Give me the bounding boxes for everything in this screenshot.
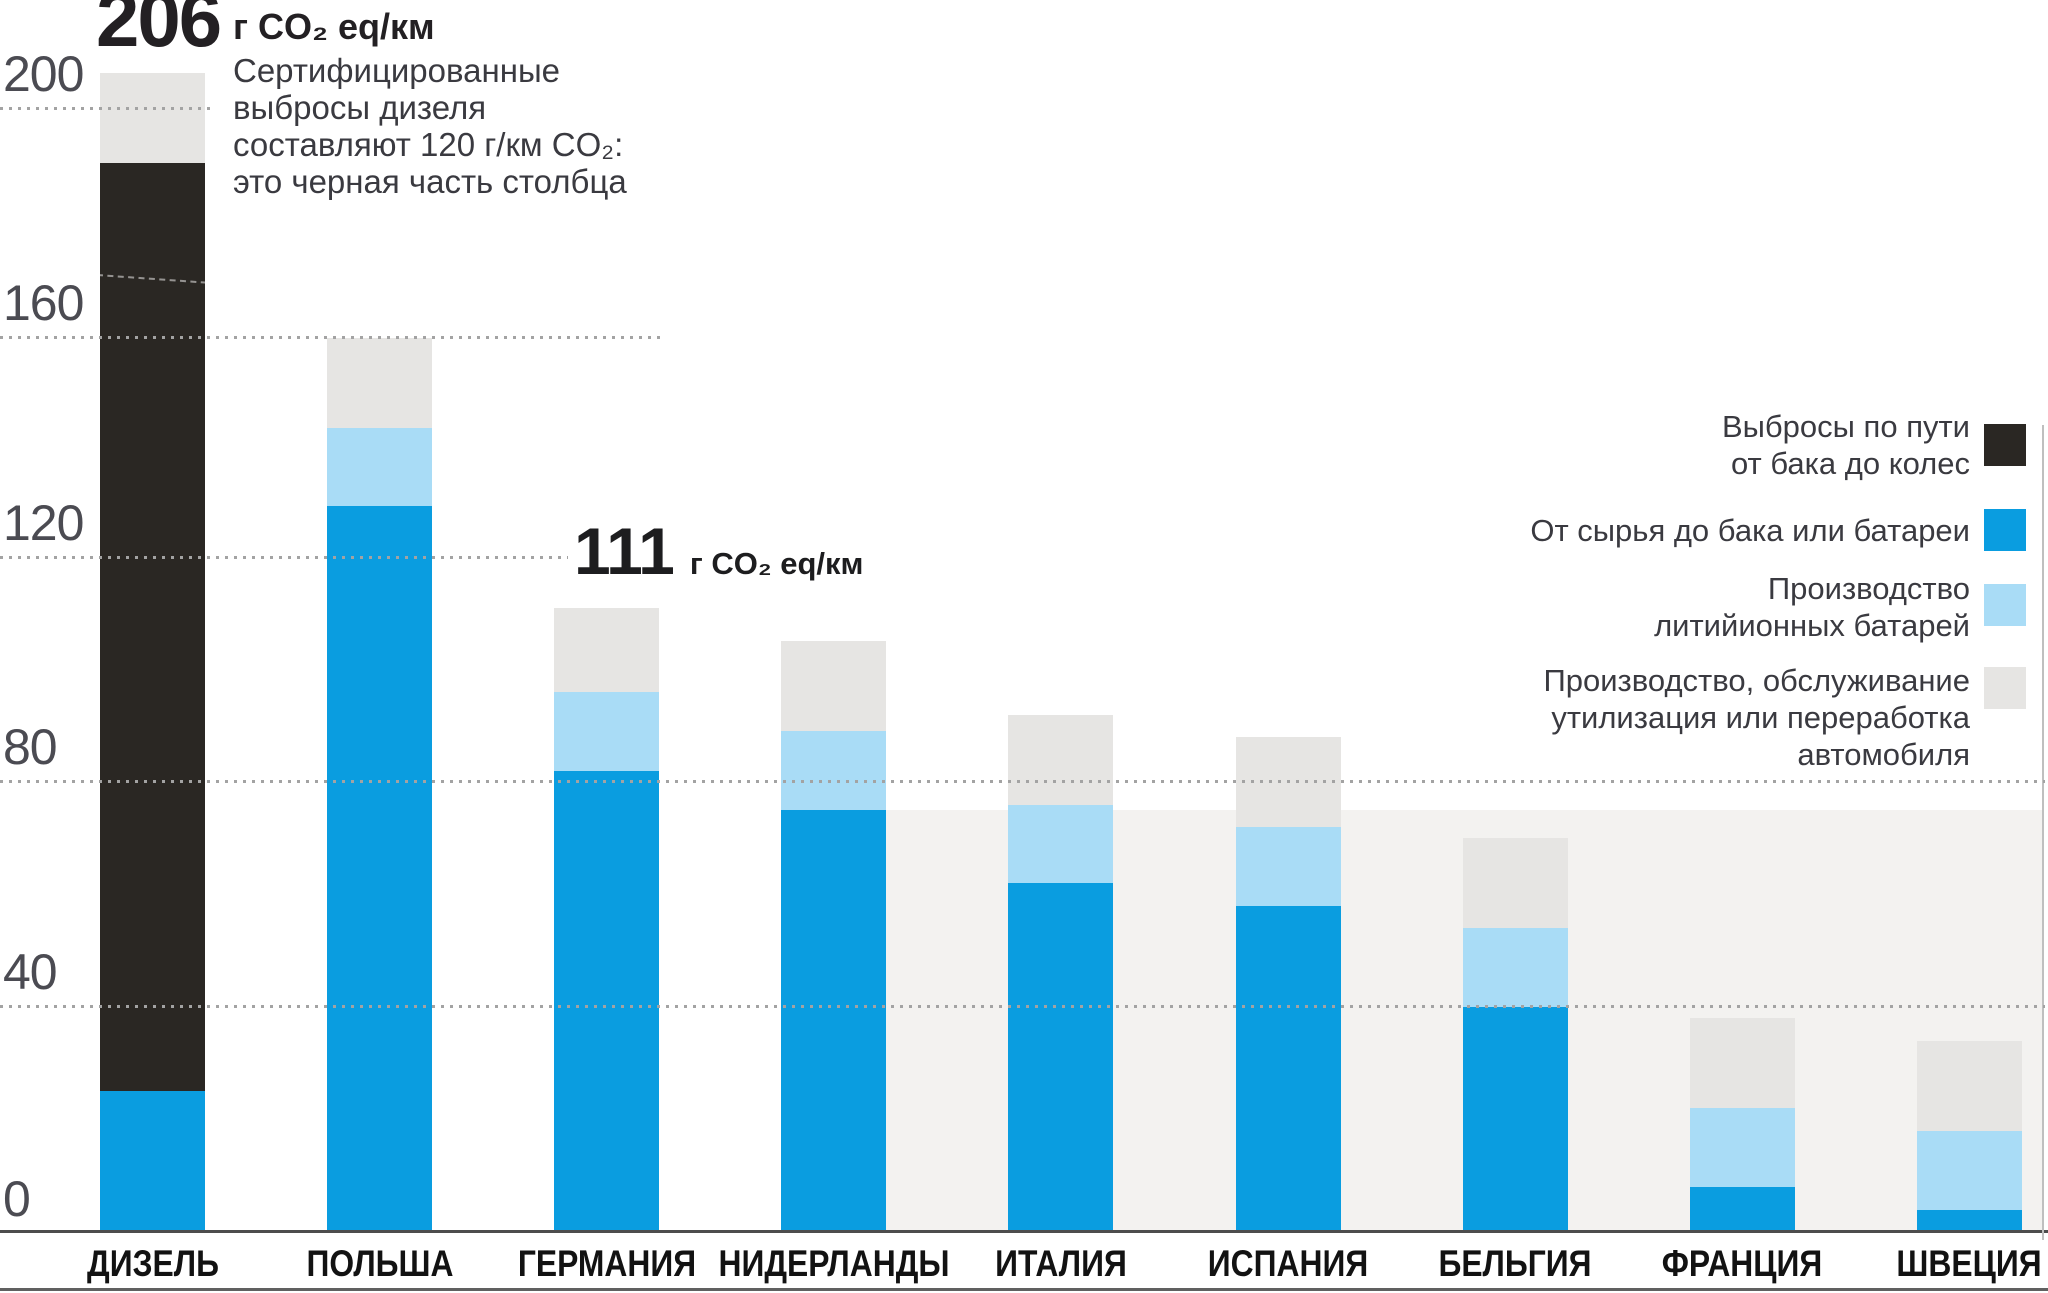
y-tick-0: 0 — [3, 1171, 31, 1227]
x-label-netherlands: НИДЕРЛАНДЫ — [718, 1243, 950, 1284]
legend-label-line: утилизация или переработка — [1551, 700, 1970, 735]
bar-segment-belgium-blue — [1462, 1007, 1568, 1232]
y-tick-160: 160 — [3, 275, 84, 331]
bar-segment-france-gray — [1689, 1018, 1795, 1109]
bar-segment-sweden-gray — [1916, 1040, 2022, 1131]
right-border-rule — [2042, 425, 2044, 1240]
bar-segment-belgium-light_blue — [1462, 928, 1568, 1007]
x-label-poland: ПОЛЬША — [306, 1243, 454, 1284]
legend-label-line: От сырья до бака или батареи — [1530, 513, 1970, 548]
y-tick-80: 80 — [3, 719, 58, 775]
legend-swatch-blue — [1984, 509, 2026, 551]
gridline-80 — [0, 780, 2045, 783]
legend-label-black: Выбросы по пути от бака до колес — [1722, 408, 1970, 482]
bar-segment-france-light_blue — [1689, 1108, 1795, 1187]
x-label-belgium: БЕЛЬГИЯ — [1438, 1243, 1592, 1284]
bar-segment-italy-blue — [1008, 883, 1114, 1232]
bar-segment-belgium-gray — [1462, 838, 1568, 929]
legend-label-line: автомобиля — [1797, 737, 1970, 772]
legend-label-line: от бака до колес — [1731, 446, 1970, 481]
bar-segment-germany-blue — [554, 770, 660, 1232]
legend-swatch-black — [1984, 424, 2026, 466]
gridline-120 — [0, 556, 568, 559]
diesel-note: Сертифицированные выбросы дизеля составляю… — [233, 52, 627, 200]
bar-segment-poland-light_blue — [327, 427, 433, 507]
footer-rule — [0, 1288, 2048, 1291]
legend-label-line: Производство, обслуживание — [1543, 663, 1970, 698]
x-axis-line — [0, 1230, 2048, 1233]
diesel-note-line: выбросы дизеля — [233, 89, 487, 126]
legend-label-line: Выбросы по пути — [1721, 409, 1970, 444]
x-label-spain: ИСПАНИЯ — [1207, 1243, 1369, 1284]
bar-segment-germany-light_blue — [554, 692, 660, 771]
germany-total-unit: г CO₂ eq/км — [689, 546, 864, 581]
bar-segment-france-blue — [1689, 1187, 1795, 1232]
x-label-diesel: ДИЗЕЛЬ — [86, 1243, 219, 1284]
bar-segment-poland-gray — [327, 337, 433, 428]
diesel-note-line: это черная часть столбца — [233, 163, 627, 200]
legend-label-line: литийионных батарей — [1654, 608, 1970, 643]
legend-label-gray: Производство, обслуживание утилизация или… — [1543, 662, 1970, 773]
germany-total-value: 111 — [574, 514, 675, 588]
bar-segment-sweden-blue — [1916, 1209, 2022, 1232]
bar-segment-sweden-light_blue — [1916, 1130, 2022, 1210]
bar-segment-spain-light_blue — [1235, 827, 1341, 906]
bar-segment-spain-blue — [1235, 905, 1341, 1232]
germany-annotation: 111 г CO₂ eq/км — [574, 518, 864, 584]
legend-swatch-gray — [1984, 667, 2026, 709]
bar-segment-netherlands-light_blue — [781, 731, 887, 811]
diesel-total-unit: г CO₂ eq/км — [233, 6, 435, 47]
bar-segment-diesel-black — [100, 163, 205, 1092]
legend-label-line: Производство — [1767, 571, 1970, 606]
bar-segment-italy-gray — [1008, 714, 1114, 805]
legend-label-blue: От сырья до бака или батареи — [1530, 512, 1970, 549]
diesel-total-value: 206 — [96, 0, 222, 63]
y-tick-40: 40 — [3, 944, 58, 1000]
bar-segment-netherlands-blue — [781, 810, 887, 1232]
y-tick-120: 120 — [3, 495, 84, 551]
legend-label-light_blue: Производство литийионных батарей — [1654, 570, 1970, 644]
diesel-note-line: Сертифицированные — [233, 52, 561, 89]
x-label-italy: ИТАЛИЯ — [995, 1243, 1127, 1284]
gridline-200 — [0, 107, 212, 110]
bar-segment-italy-light_blue — [1008, 804, 1114, 884]
legend-swatch-light_blue — [1984, 584, 2026, 626]
bar-segment-poland-blue — [327, 506, 433, 1232]
y-tick-200: 200 — [3, 46, 84, 102]
gridline-160 — [0, 336, 662, 339]
x-label-france: ФРАНЦИЯ — [1661, 1243, 1823, 1284]
bar-segment-netherlands-gray — [781, 641, 887, 732]
bar-segment-diesel-gray — [100, 73, 205, 164]
bar-segment-germany-gray — [554, 607, 660, 692]
x-label-sweden: ШВЕЦИЯ — [1896, 1243, 2042, 1284]
gridline-40 — [0, 1005, 2045, 1008]
diesel-note-line: составляют 120 г/км CO₂: — [233, 126, 624, 163]
bar-segment-diesel-blue — [100, 1091, 205, 1232]
x-label-germany: ГЕРМАНИЯ — [517, 1243, 696, 1284]
